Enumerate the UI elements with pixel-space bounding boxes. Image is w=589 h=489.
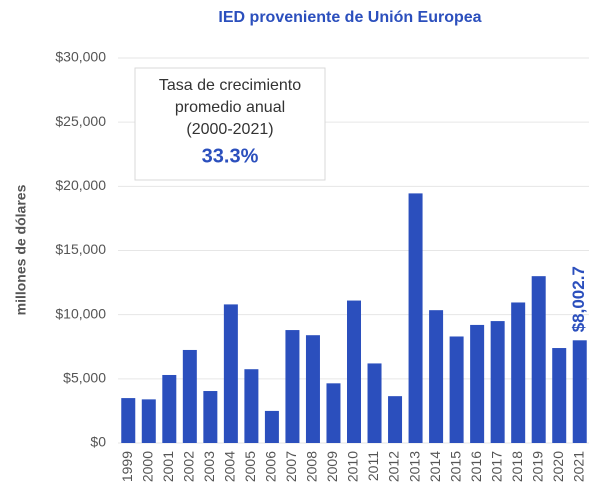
bar [223,304,238,443]
x-tick-label: 2000 [139,451,155,482]
x-tick-label: 2014 [427,451,443,482]
x-tick-label: 2004 [222,451,238,482]
x-tick-label: 2018 [509,451,525,482]
annotation-box [134,67,326,181]
bar [531,276,546,443]
bar [182,349,197,443]
bar [305,335,320,443]
annotation-text: Tasa de crecimiento [159,77,301,94]
chart-title: IED proveniente de Unión Europea [218,9,481,26]
x-tick-label: 2016 [468,451,484,482]
annotation-text: promedio anual [175,99,285,116]
annotation-highlight: 33.3% [202,145,259,167]
bar [121,398,136,443]
x-tick-label: 2015 [447,451,463,482]
bar [347,300,361,443]
x-tick-label: 2021 [570,451,586,482]
y-tick-label: $5,000 [63,370,106,386]
x-tick-label: 2001 [160,451,176,482]
y-tick-label: $15,000 [55,241,106,257]
x-tick-label: 2008 [304,451,320,482]
annotation-text: (2000-2021) [186,121,273,138]
value-label: $8,002.7 [569,266,588,332]
y-tick-label: $25,000 [55,113,106,129]
x-tick-label: 2019 [529,451,545,482]
x-tick-label: 2007 [283,451,299,482]
bar [408,193,423,443]
x-tick-label: 2017 [488,451,504,482]
y-axis-label: millones de dólares [13,184,29,315]
bar [490,321,505,443]
y-tick-label: $30,000 [55,49,106,65]
bar [449,336,464,443]
bar [162,374,177,443]
x-tick-label: 1999 [119,451,135,482]
bar [141,399,156,443]
y-tick-label: $0 [90,434,106,450]
bar [203,391,218,443]
y-tick-label: $10,000 [55,305,106,321]
bar [552,348,567,443]
bar [511,302,526,443]
x-tick-label: 2003 [201,451,217,482]
bar [285,330,300,443]
bar [429,310,444,443]
bar [244,369,259,443]
x-tick-label: 2011 [365,451,381,481]
bar [264,410,279,443]
bar [367,363,382,443]
x-tick-label: 2006 [263,451,279,482]
x-tick-label: 2005 [242,451,258,482]
y-tick-label: $20,000 [55,177,106,193]
bar [326,383,341,443]
x-tick-label: 2013 [406,451,422,482]
x-tick-label: 2010 [345,451,361,482]
x-tick-label: 2012 [386,451,402,482]
bar [388,396,403,443]
bar [470,324,485,443]
x-tick-label: 2009 [324,451,340,482]
x-tick-label: 2002 [181,451,197,482]
x-tick-label: 2020 [550,451,566,482]
bar [572,340,587,443]
